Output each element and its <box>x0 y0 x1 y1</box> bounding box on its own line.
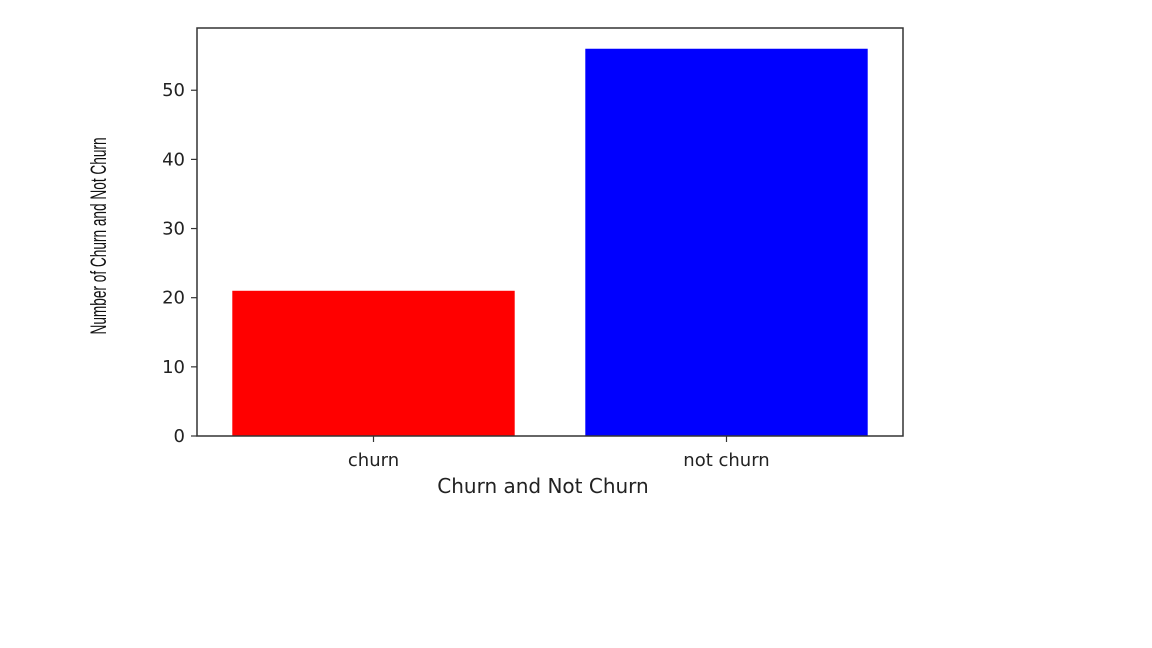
y-axis-label: Number of Churn and Not Churn <box>86 137 111 334</box>
bar-not-churn <box>585 48 868 437</box>
x-axis-label: Churn and Not Churn <box>437 474 648 498</box>
y-tick-label: 10 <box>162 357 185 378</box>
bar-churn <box>232 290 515 436</box>
x-tick-label: not churn <box>683 450 769 471</box>
y-tick-label: 30 <box>162 219 185 240</box>
bars-group <box>232 48 868 437</box>
y-tick-label: 20 <box>162 288 185 309</box>
x-tick-label: churn <box>348 450 399 471</box>
y-tick-label: 0 <box>174 426 185 447</box>
y-tick-label: 40 <box>162 149 185 170</box>
plot-frame <box>196 27 904 437</box>
x-axis: churn not churn <box>348 436 770 471</box>
y-axis: 0 10 20 30 40 50 <box>162 80 197 447</box>
y-tick-label: 50 <box>162 80 185 101</box>
